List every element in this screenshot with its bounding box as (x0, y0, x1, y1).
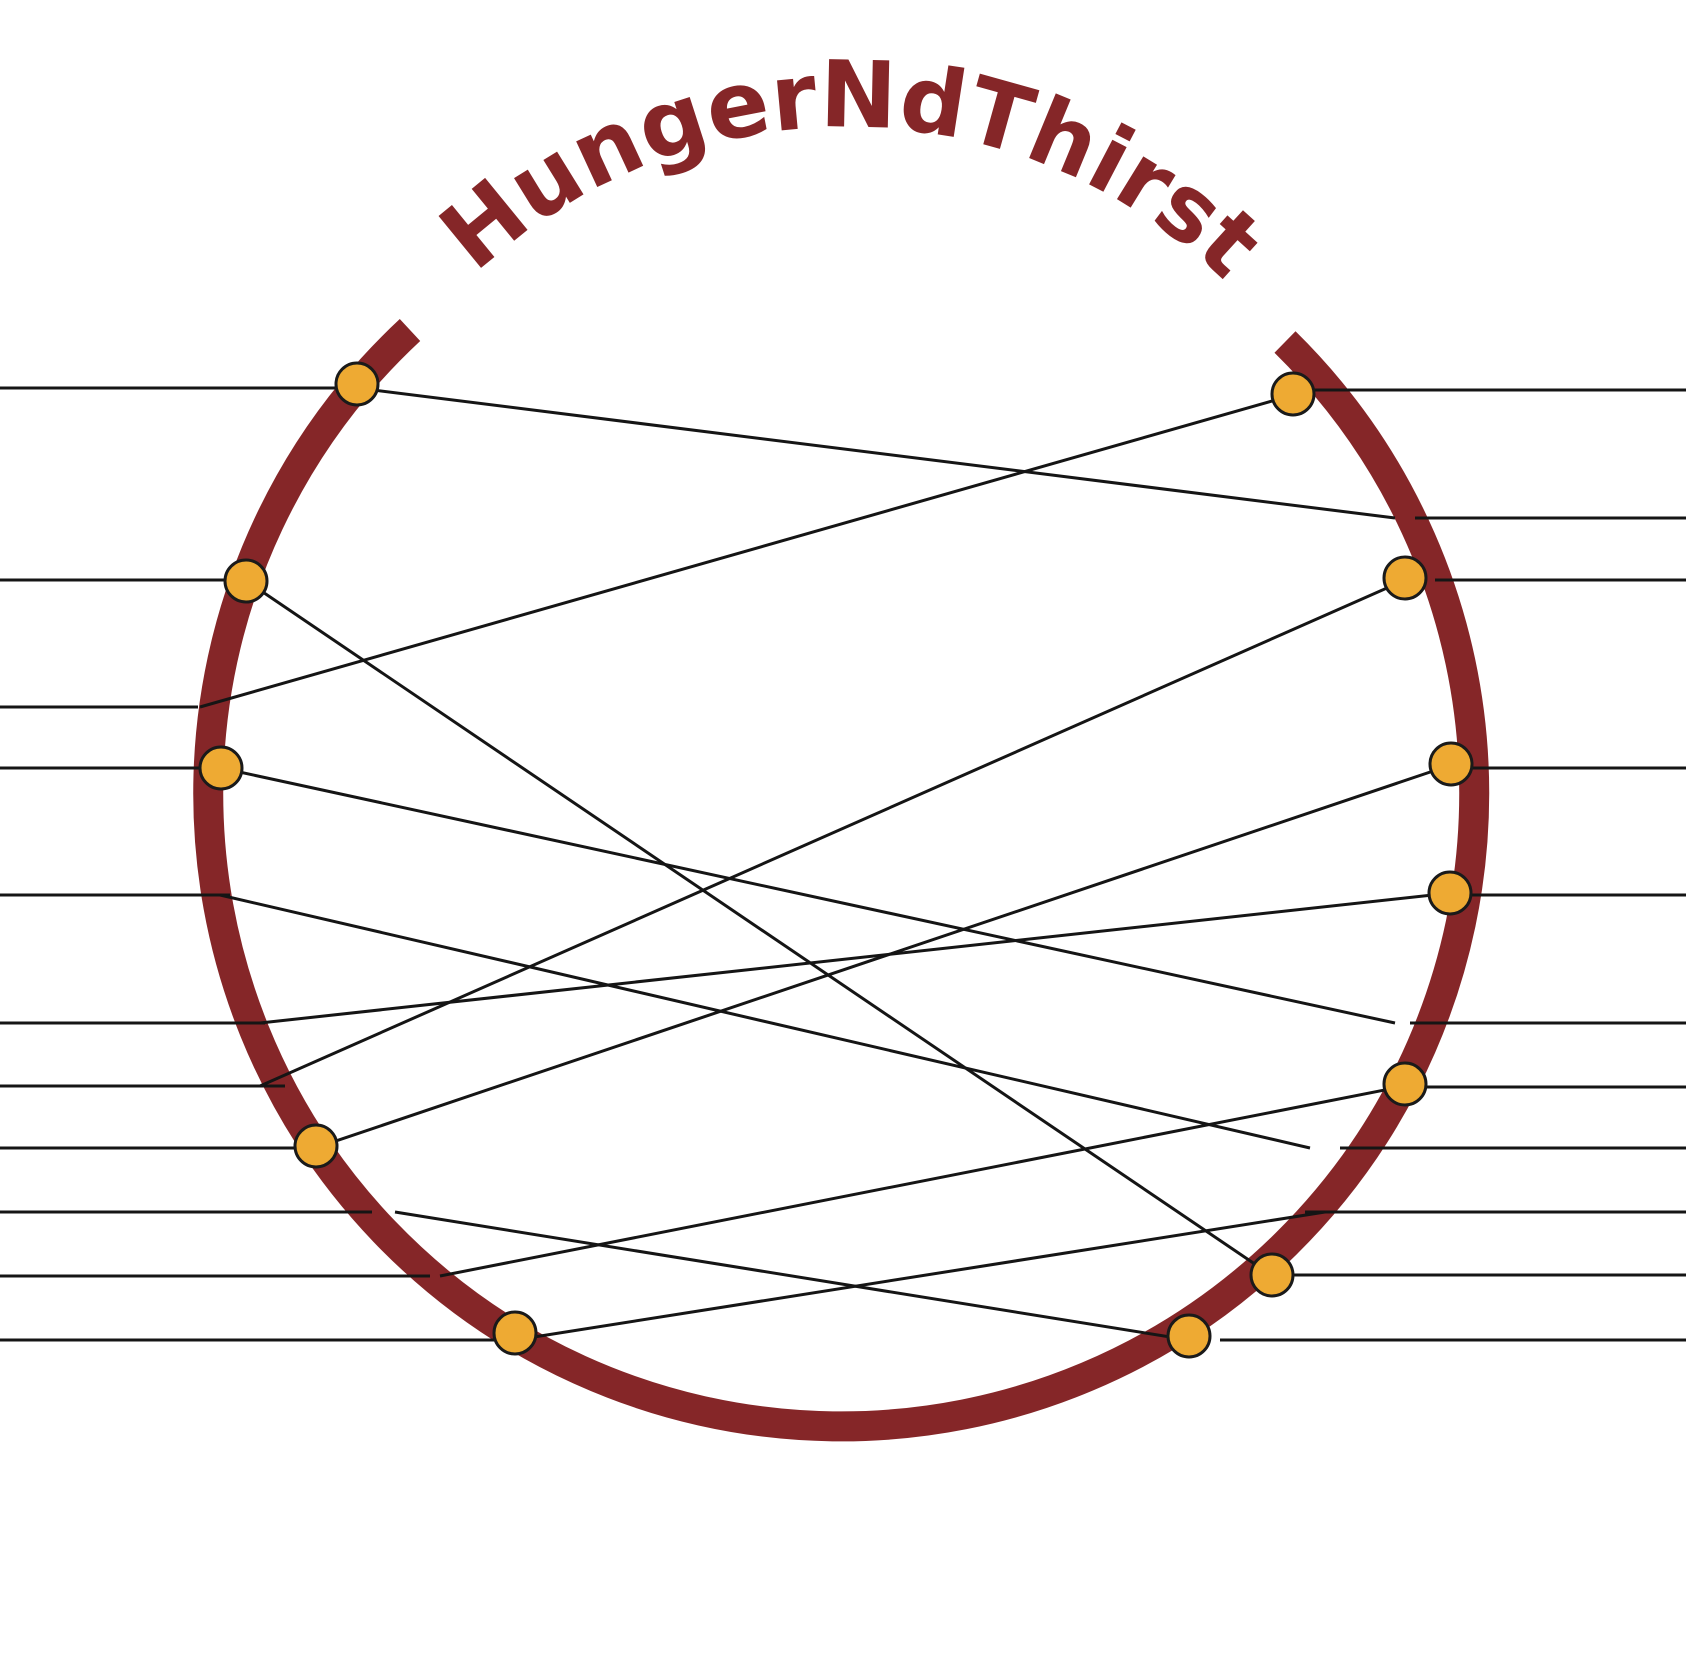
node-dots (198, 361, 1474, 1359)
horizontal-lines (0, 386, 1686, 1342)
chord-line (394, 1210, 1190, 1342)
chord-line (199, 393, 1294, 709)
node-dot (1270, 371, 1316, 417)
chord-line (244, 578, 1272, 1277)
chord-line (514, 1210, 1326, 1342)
chord-lines (199, 386, 1452, 1342)
node-dot (1249, 1252, 1295, 1298)
brand-name-arc: HungerNdThirst (421, 41, 1283, 298)
node-dot (1166, 1313, 1212, 1359)
node-dot (1382, 555, 1428, 601)
node-dot (492, 1310, 538, 1356)
node-dot (1427, 870, 1473, 916)
chord-line (439, 1084, 1406, 1278)
chord-line (219, 893, 1311, 1150)
chord-line (259, 578, 1406, 1088)
node-dot (334, 361, 380, 407)
chord-line (356, 386, 1396, 520)
brand-name-text: HungerNdThirst (421, 41, 1283, 298)
chord-line (220, 766, 1396, 1025)
chord-line (259, 891, 1452, 1025)
node-dot (1428, 741, 1474, 787)
node-dot (293, 1123, 339, 1169)
node-dot (1382, 1061, 1428, 1107)
node-dot (198, 745, 244, 791)
node-dot (223, 558, 269, 604)
